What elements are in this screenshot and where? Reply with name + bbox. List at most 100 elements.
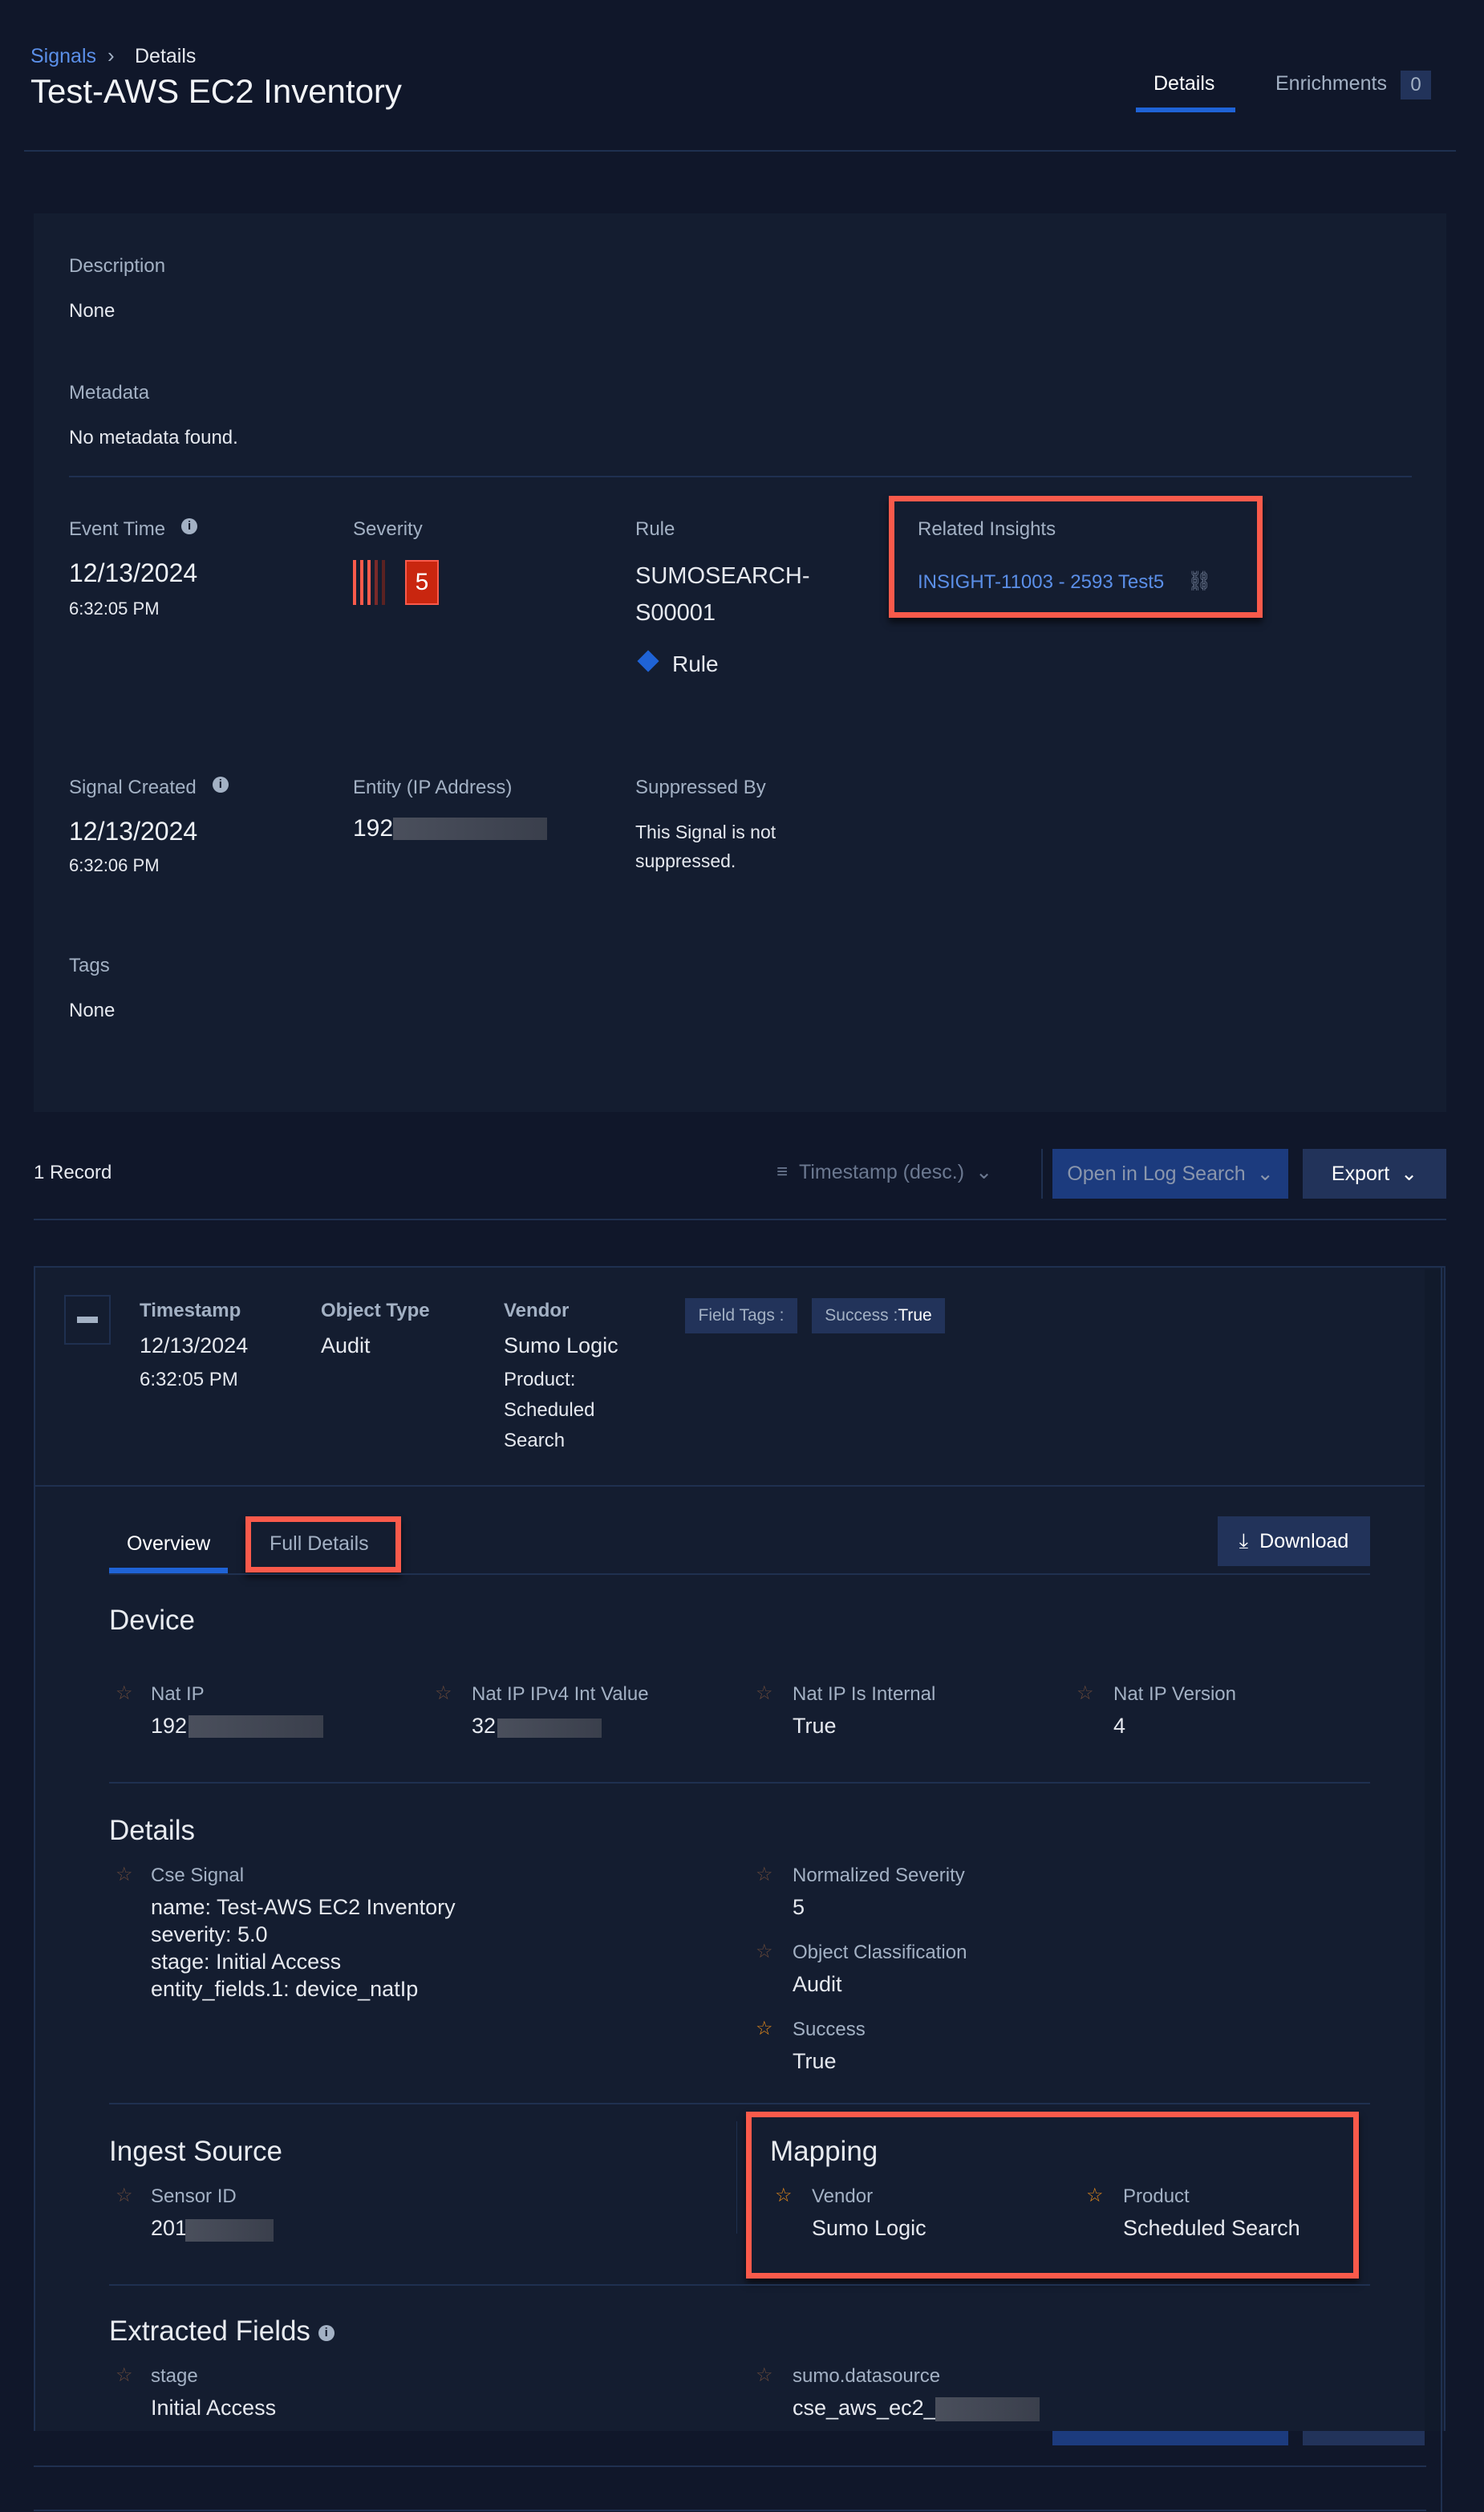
download-button[interactable]: ⤓ Download: [1218, 1516, 1370, 1566]
signal-created-time: 6:32:06 PM: [69, 855, 160, 875]
record-tabs-divider: [109, 1573, 1370, 1575]
toolbar-divider: [1041, 1149, 1043, 1199]
tab-overview[interactable]: Overview: [127, 1532, 211, 1555]
cse-signal-line: name: Test-AWS EC2 Inventory: [151, 1895, 456, 1919]
star-icon[interactable]: ☆: [756, 1864, 773, 1885]
vendor-label: Vendor: [504, 1300, 570, 1321]
severity-label: Severity: [353, 518, 423, 540]
signal-created-label: Signal Created i: [69, 777, 229, 799]
metadata-label: Metadata: [69, 382, 150, 404]
cse-signal-line: severity: 5.0: [151, 1922, 268, 1946]
star-filled-icon[interactable]: ☆: [775, 2185, 793, 2206]
star-icon[interactable]: ☆: [116, 1682, 133, 1704]
column-divider: [736, 2121, 737, 2234]
redacted-block: [189, 1715, 323, 1738]
field-value: 5: [793, 1895, 805, 1919]
breadcrumb-current: Details: [135, 45, 197, 67]
info-icon[interactable]: i: [318, 2324, 335, 2341]
export-button-partial[interactable]: [1303, 2431, 1425, 2445]
field-tag-chip[interactable]: Success : True: [812, 1298, 945, 1333]
field-label: Nat IP: [151, 1683, 205, 1705]
sort-dropdown[interactable]: ≡ Timestamp (desc.) ⌄: [776, 1160, 992, 1184]
device-heading: Device: [109, 1605, 195, 1636]
tab-details[interactable]: Details: [1154, 72, 1215, 95]
rule-name-line2[interactable]: S00001: [635, 600, 716, 626]
tab-active-indicator: [1136, 108, 1235, 112]
field-value: Initial Access: [151, 2396, 277, 2420]
star-filled-icon[interactable]: ☆: [1086, 2185, 1104, 2206]
star-icon[interactable]: ☆: [116, 1864, 133, 1885]
description-value: None: [69, 300, 116, 322]
field-label: Normalized Severity: [793, 1865, 965, 1886]
star-icon[interactable]: ☆: [116, 2185, 133, 2206]
record-timestamp-label: Timestamp: [140, 1300, 241, 1321]
page-title: Test-AWS EC2 Inventory: [30, 72, 402, 110]
open-in-log-search-button[interactable]: Open in Log Search ⌄: [1052, 1149, 1288, 1199]
severity-bar: [367, 560, 371, 605]
signal-created-label-text: Signal Created: [69, 777, 197, 798]
info-icon[interactable]: i: [212, 777, 229, 793]
event-time-time: 6:32:05 PM: [69, 599, 160, 619]
star-icon[interactable]: ☆: [116, 2364, 133, 2386]
signal-created-date: 12/13/2024: [69, 817, 198, 846]
unlink-icon[interactable]: ⛓: [1187, 570, 1212, 592]
signal-summary-panel: [34, 213, 1446, 1112]
tab-enrichments[interactable]: Enrichments: [1275, 72, 1387, 95]
severity-bar: [382, 560, 385, 605]
star-filled-icon[interactable]: ☆: [756, 2018, 773, 2039]
redacted-block: [393, 818, 547, 840]
field-value: True: [793, 1714, 837, 1738]
section-divider: [109, 1782, 1370, 1784]
export-button[interactable]: Export ⌄: [1303, 1149, 1446, 1199]
toolbar-divider-line: [34, 1219, 1446, 1220]
star-icon[interactable]: ☆: [756, 2364, 773, 2386]
star-icon[interactable]: ☆: [756, 1941, 773, 1962]
chevron-down-icon: ⌄: [1256, 1163, 1274, 1185]
divider: [34, 2465, 1426, 2467]
entity-value[interactable]: 192: [353, 815, 394, 842]
breadcrumb-signals-link[interactable]: Signals: [30, 45, 96, 67]
severity-bar: [375, 560, 378, 605]
field-label: Product: [1123, 2185, 1190, 2207]
field-value: True: [793, 2049, 837, 2073]
field-value: 192: [151, 1714, 188, 1738]
field-label: Cse Signal: [151, 1865, 245, 1886]
extracted-fields-heading: Extracted Fields i: [109, 2315, 335, 2348]
severity-bar: [360, 560, 363, 605]
star-icon[interactable]: ☆: [756, 1682, 773, 1704]
tab-full-details[interactable]: Full Details: [270, 1532, 369, 1555]
field-value: cse_aws_ec2_: [793, 2396, 936, 2420]
vendor-value: Sumo Logic: [504, 1333, 618, 1357]
redacted-block: [935, 2397, 1040, 2421]
page-scroll-edge: [1441, 1266, 1442, 2512]
event-time-label-text: Event Time: [69, 518, 166, 540]
open-in-log-search-button-partial[interactable]: [1052, 2431, 1288, 2445]
field-value: 4: [1113, 1714, 1126, 1738]
chevron-down-icon: ⌄: [975, 1161, 993, 1183]
collapse-record-button[interactable]: [64, 1295, 111, 1345]
mapping-heading: Mapping: [770, 2136, 878, 2167]
cse-signal-line: stage: Initial Access: [151, 1950, 342, 1974]
rule-name-line1[interactable]: SUMOSEARCH-: [635, 563, 810, 589]
header-divider: [24, 150, 1456, 152]
open-in-log-search-label: Open in Log Search: [1067, 1162, 1246, 1185]
summary-divider: [69, 476, 1412, 477]
metadata-value: No metadata found.: [69, 427, 238, 448]
field-label: Vendor: [812, 2185, 874, 2207]
star-icon[interactable]: ☆: [1077, 1682, 1094, 1704]
field-label: Object Classification: [793, 1942, 967, 1963]
tag-value: True: [898, 1306, 932, 1325]
star-icon[interactable]: ☆: [435, 1682, 452, 1704]
download-icon: ⤓: [1239, 1528, 1249, 1552]
info-icon[interactable]: i: [181, 518, 198, 534]
vendor-product-line: Scheduled: [504, 1399, 595, 1421]
extracted-fields-heading-text: Extracted Fields: [109, 2315, 310, 2347]
enrichments-count-badge: 0: [1401, 71, 1431, 99]
tags-label: Tags: [69, 955, 110, 976]
field-value: Scheduled Search: [1123, 2216, 1300, 2240]
redacted-block: [497, 1719, 602, 1738]
mapping-highlight: [746, 2112, 1359, 2279]
record-timestamp-time: 6:32:05 PM: [140, 1369, 238, 1390]
record-scrollbar[interactable]: [1425, 1269, 1441, 2431]
related-insight-link[interactable]: INSIGHT-11003 - 2593 Test5: [918, 571, 1165, 593]
